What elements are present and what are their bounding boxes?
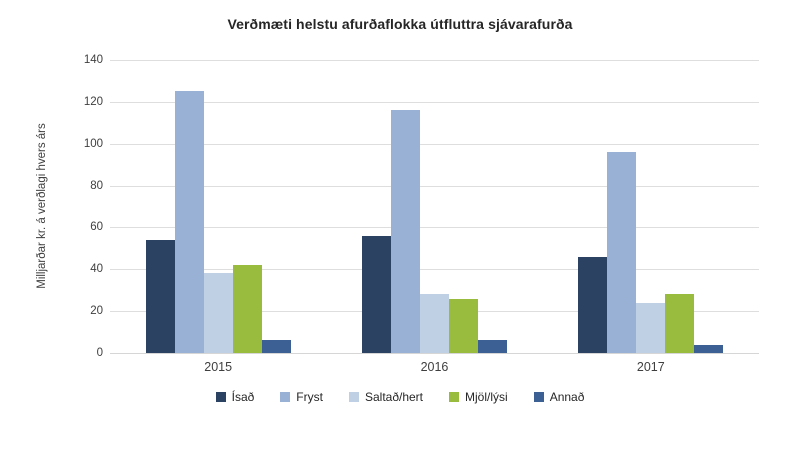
bar	[448, 298, 478, 353]
y-tick-label: 100	[83, 137, 103, 150]
legend-swatch-icon	[449, 392, 460, 402]
gridline	[110, 185, 759, 187]
legend-swatch-icon	[533, 392, 544, 402]
plot-area	[110, 60, 759, 354]
bar	[578, 256, 608, 353]
legend-item: Ísað	[215, 390, 255, 404]
gridline	[110, 101, 759, 103]
bar	[232, 265, 262, 353]
gridline	[110, 60, 759, 61]
bar	[390, 110, 420, 353]
bar	[694, 344, 724, 353]
legend-item: Fryst	[280, 390, 323, 404]
bar	[419, 294, 449, 353]
legend-item: Annað	[533, 390, 585, 404]
legend-item: Mjöl/lýsi	[449, 390, 508, 404]
x-axis-label: 2017	[636, 360, 665, 374]
y-tick-label: 40	[90, 263, 103, 276]
legend-label: Mjöl/lýsi	[465, 390, 508, 404]
legend-label: Saltað/hert	[364, 390, 424, 404]
legend-label: Annað	[549, 390, 585, 404]
x-axis-line	[110, 353, 759, 354]
gridline	[110, 227, 759, 229]
legend-swatch-icon	[280, 392, 291, 402]
bar	[665, 294, 695, 353]
bar	[261, 340, 291, 353]
y-tick-label: 20	[90, 305, 103, 318]
y-tick-label: 120	[83, 95, 103, 108]
legend: Ísað Fryst Saltað/hert Mjöl/lýsi Annað	[0, 390, 800, 404]
y-axis-title: Milljarðar kr. á verðlagi hvers árs	[36, 123, 48, 289]
bar	[607, 152, 637, 353]
x-axis-label: 2015	[204, 360, 233, 374]
bar-group	[110, 60, 326, 353]
legend-item: Saltað/hert	[348, 390, 424, 404]
bar-group	[326, 60, 542, 353]
chart-title: Verðmæti helstu afurðaflokka útfluttra s…	[227, 16, 573, 32]
legend-label: Ísað	[231, 390, 255, 404]
bar	[636, 302, 666, 353]
gridline	[110, 269, 759, 271]
gridline	[110, 143, 759, 145]
legend-swatch-icon	[215, 392, 226, 402]
y-tick-label: 140	[83, 54, 103, 66]
legend-swatch-icon	[348, 392, 359, 402]
y-tick-label: 60	[90, 221, 103, 234]
y-tick-label: 80	[90, 179, 103, 192]
y-tick-label: 0	[96, 347, 103, 359]
bar	[203, 273, 233, 353]
x-axis-label: 2016	[420, 360, 449, 374]
bar	[477, 340, 507, 353]
bar	[174, 91, 204, 353]
bar-group	[543, 60, 759, 353]
legend-label: Fryst	[296, 390, 323, 404]
bar	[361, 235, 391, 353]
bar	[145, 240, 175, 353]
